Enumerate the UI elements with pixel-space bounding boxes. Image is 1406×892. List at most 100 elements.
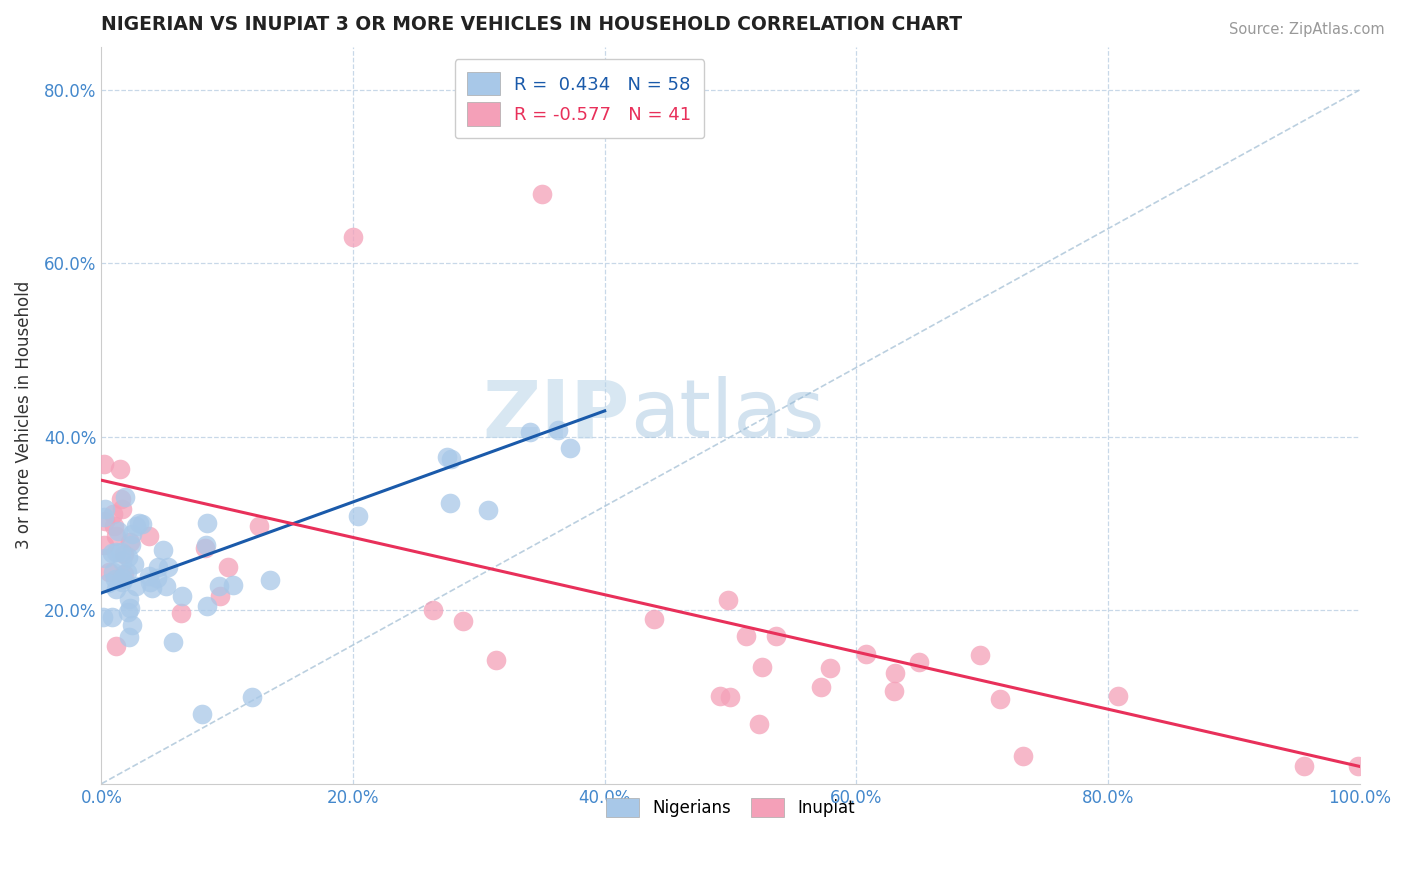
Point — [735, 629, 758, 643]
Point — [908, 656, 931, 670]
Point — [152, 543, 174, 558]
Point — [969, 648, 991, 663]
Point — [436, 450, 458, 464]
Point — [97, 576, 120, 591]
Point — [1012, 749, 1035, 764]
Point — [765, 629, 787, 643]
Point — [519, 425, 541, 439]
Point — [247, 518, 270, 533]
Point — [111, 502, 134, 516]
Point — [111, 572, 134, 586]
Y-axis label: 3 or more Vehicles in Household: 3 or more Vehicles in Household — [15, 281, 32, 549]
Point — [883, 683, 905, 698]
Point — [110, 492, 132, 507]
Point — [208, 579, 231, 593]
Point — [104, 640, 127, 654]
Point — [195, 516, 218, 531]
Point — [94, 551, 117, 566]
Point — [118, 534, 141, 549]
Text: atlas: atlas — [630, 376, 824, 454]
Point — [101, 610, 124, 624]
Point — [101, 565, 124, 579]
Point — [94, 514, 117, 528]
Point — [170, 606, 193, 620]
Point — [259, 573, 281, 587]
Point — [558, 441, 581, 455]
Point — [347, 509, 370, 524]
Point — [194, 539, 217, 553]
Point — [170, 589, 193, 603]
Point — [114, 490, 136, 504]
Point — [107, 524, 129, 538]
Text: Source: ZipAtlas.com: Source: ZipAtlas.com — [1229, 22, 1385, 37]
Text: NIGERIAN VS INUPIAT 3 OR MORE VEHICLES IN HOUSEHOLD CORRELATION CHART: NIGERIAN VS INUPIAT 3 OR MORE VEHICLES I… — [101, 15, 963, 34]
Point — [141, 582, 163, 596]
Point — [110, 575, 132, 590]
Point — [146, 570, 169, 584]
Point — [217, 560, 239, 574]
Point — [643, 612, 665, 626]
Point — [103, 519, 125, 533]
Point — [104, 572, 127, 586]
Point — [122, 557, 145, 571]
Point — [818, 661, 841, 675]
Point — [94, 502, 117, 516]
Point — [720, 690, 742, 704]
Point — [748, 716, 770, 731]
Point — [146, 559, 169, 574]
Point — [222, 578, 245, 592]
Point — [195, 599, 218, 614]
Point — [124, 579, 146, 593]
Point — [117, 592, 139, 607]
Point — [128, 516, 150, 530]
Point — [439, 496, 461, 510]
Point — [118, 600, 141, 615]
Point — [162, 634, 184, 648]
Point — [117, 549, 139, 564]
Point — [451, 615, 474, 629]
Point — [93, 457, 115, 471]
Point — [111, 571, 134, 585]
Point — [242, 690, 264, 704]
Point — [115, 565, 138, 579]
Point — [121, 527, 143, 541]
Point — [121, 618, 143, 632]
Point — [194, 541, 217, 555]
Point — [484, 653, 506, 667]
Point — [139, 575, 162, 590]
Point — [440, 452, 463, 467]
Point — [125, 518, 148, 533]
Point — [120, 538, 142, 552]
Point — [104, 545, 127, 559]
Text: ZIP: ZIP — [482, 376, 630, 454]
Point — [530, 187, 553, 202]
Point — [1107, 689, 1129, 703]
Point — [105, 582, 128, 596]
Point — [91, 609, 114, 624]
Point — [709, 690, 731, 704]
Point — [110, 545, 132, 559]
Point — [855, 648, 877, 662]
Point — [883, 666, 905, 681]
Point — [810, 681, 832, 695]
Point — [100, 546, 122, 560]
Point — [155, 579, 177, 593]
Legend: Nigerians, Inupiat: Nigerians, Inupiat — [596, 788, 865, 827]
Point — [93, 538, 115, 552]
Point — [112, 547, 135, 561]
Point — [101, 507, 124, 521]
Point — [1294, 759, 1316, 773]
Point — [111, 554, 134, 568]
Point — [108, 462, 131, 476]
Point — [138, 528, 160, 542]
Point — [114, 566, 136, 581]
Point — [988, 691, 1011, 706]
Point — [751, 660, 773, 674]
Point — [477, 503, 499, 517]
Point — [97, 566, 120, 580]
Point — [1347, 759, 1369, 773]
Point — [138, 569, 160, 583]
Point — [131, 516, 153, 531]
Point — [209, 590, 232, 604]
Point — [342, 230, 364, 244]
